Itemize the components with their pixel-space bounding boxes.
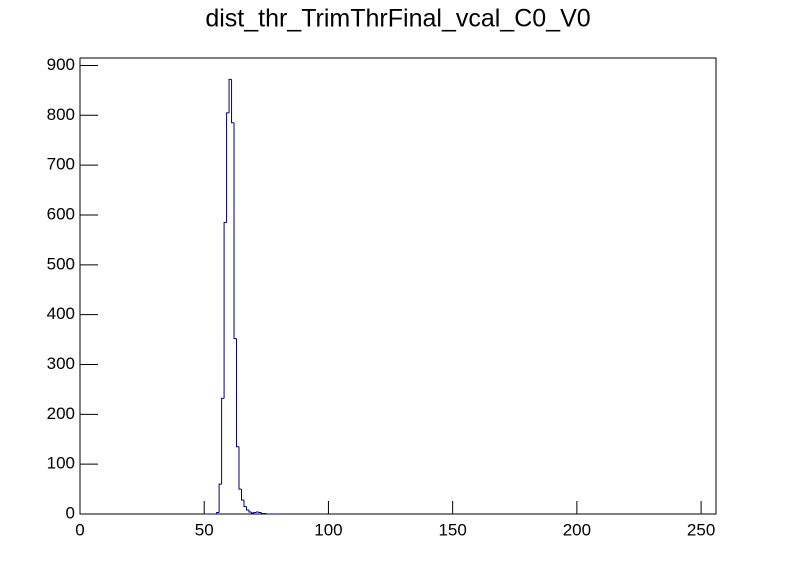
x-tick-label: 250: [687, 520, 715, 539]
y-tick-label: 700: [47, 155, 75, 174]
x-tick-label: 0: [75, 520, 84, 539]
histogram-bin: [236, 338, 239, 448]
y-tick-label: 800: [47, 105, 75, 124]
y-tick-label: 100: [47, 454, 75, 473]
y-tick-label: 300: [47, 354, 75, 373]
x-tick-label: 200: [563, 520, 591, 539]
histogram-bin: [231, 79, 235, 124]
plot-frame: [79, 57, 717, 515]
histogram-bin: [226, 112, 230, 223]
y-tick-label: 200: [47, 404, 75, 423]
histogram-bin: [243, 500, 247, 508]
histogram-bin: [228, 78, 232, 113]
histogram-bin: [233, 122, 237, 340]
x-tick-label: 150: [438, 520, 466, 539]
y-tick-label: 0: [66, 503, 75, 522]
histogram-bin: [240, 489, 244, 501]
y-tick-label: 600: [47, 204, 75, 223]
y-tick-label: 400: [47, 304, 75, 323]
histogram-bin: [245, 506, 249, 511]
histogram-bin: [223, 221, 227, 399]
x-tick-label: 50: [195, 520, 214, 539]
histogram-bin: [260, 512, 264, 515]
chart-title: dist_thr_TrimThrFinal_vcal_C0_V0: [205, 5, 590, 33]
histogram-bin: [218, 483, 222, 513]
histogram-bin: [216, 512, 220, 514]
x-tick-label: 100: [314, 520, 342, 539]
y-tick-label: 500: [47, 254, 75, 273]
y-tick-label: 900: [47, 55, 75, 74]
histogram-bin: [250, 512, 254, 514]
histogram-bin: [238, 446, 242, 490]
histogram-bin: [248, 510, 252, 513]
histogram-bin: [221, 397, 225, 485]
